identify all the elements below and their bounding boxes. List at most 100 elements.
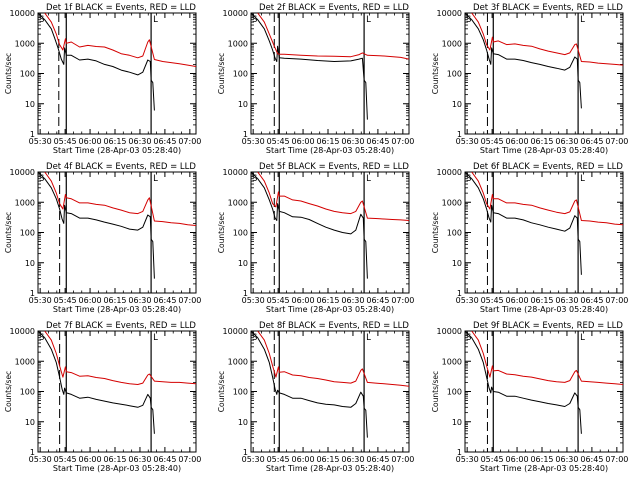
- y-tick-label: 10000: [437, 9, 462, 18]
- x-tick-label: 05:45: [481, 137, 504, 146]
- series-line-events: [251, 331, 368, 438]
- y-tick-label: 100: [233, 388, 248, 397]
- y-tick-label: 100: [447, 388, 462, 397]
- x-tick-label: 06:15: [530, 137, 553, 146]
- y-tick-label: 1000: [228, 357, 248, 366]
- x-tick-label: 06:45: [366, 296, 389, 305]
- corner-label-s: S: [466, 174, 471, 184]
- series-line-events: [38, 13, 155, 111]
- series-line-lld: [471, 13, 623, 66]
- x-tick-label: 06:15: [103, 137, 126, 146]
- y-tick-label: 10: [452, 418, 462, 427]
- series-group: [465, 172, 623, 275]
- x-axis-label: Start Time (28-Apr-03 05:28:40): [480, 305, 608, 314]
- y-tick-label: 10: [452, 259, 462, 268]
- chart-title: Det 8f BLACK = Events, RED = LLD: [259, 321, 409, 331]
- y-tick-label: 1: [30, 289, 35, 298]
- x-tick-label: 06:00: [79, 296, 102, 305]
- x-tick-label: 06:45: [153, 296, 176, 305]
- x-tick-label: 05:30: [242, 296, 265, 305]
- series-line-lld: [257, 172, 409, 221]
- y-tick-label: 1: [457, 289, 462, 298]
- x-tick-label: 06:45: [580, 137, 603, 146]
- chart-title: Det 5f BLACK = Events, RED = LLD: [259, 162, 409, 172]
- x-tick-label: 06:30: [128, 455, 151, 464]
- x-tick-label: 07:00: [605, 137, 628, 146]
- series-group: [38, 331, 196, 434]
- x-tick-label: 06:30: [341, 137, 364, 146]
- corner-label-s: S: [252, 15, 257, 25]
- y-tick-label: 1000: [15, 39, 35, 48]
- series-line-events: [38, 331, 155, 434]
- x-tick-label: 05:45: [481, 296, 504, 305]
- x-tick-label: 06:15: [316, 137, 339, 146]
- y-tick-label: 10000: [437, 327, 462, 336]
- y-axis-label: Counts/sec: [217, 212, 226, 253]
- series-group: [251, 172, 409, 279]
- x-tick-label: 05:30: [29, 455, 52, 464]
- y-tick-label: 100: [20, 229, 35, 238]
- y-tick-label: 100: [233, 229, 248, 238]
- series-line-events: [251, 13, 368, 120]
- x-tick-label: 06:00: [79, 455, 102, 464]
- y-tick-label: 10: [25, 418, 35, 427]
- series-line-lld: [471, 172, 623, 226]
- x-tick-label: 07:00: [391, 296, 414, 305]
- y-tick-label: 10: [238, 100, 248, 109]
- x-tick-label: 07:00: [391, 455, 414, 464]
- corner-label-l: L: [580, 174, 585, 184]
- y-axis-label: Counts/sec: [217, 53, 226, 94]
- corner-label-s: S: [252, 174, 257, 184]
- corner-label-l: L: [153, 333, 158, 343]
- x-tick-label: 06:45: [580, 455, 603, 464]
- x-tick-label: 07:00: [178, 296, 201, 305]
- y-axis-label: Counts/sec: [431, 53, 440, 94]
- y-tick-label: 1: [457, 448, 462, 457]
- panel-det-3: 1 10 100 1000 10000 05:30 05:45 06:00 06:15 06:30…: [431, 3, 628, 155]
- y-axis-label: Counts/sec: [431, 212, 440, 253]
- y-tick-label: 1: [243, 448, 248, 457]
- x-tick-label: 05:30: [456, 137, 479, 146]
- x-tick-label: 06:00: [292, 455, 315, 464]
- corner-label-l: L: [366, 15, 371, 25]
- x-tick-label: 06:15: [103, 455, 126, 464]
- chart-title: Det 6f BLACK = Events, RED = LLD: [473, 162, 623, 172]
- y-tick-label: 100: [447, 229, 462, 238]
- chart-title: Det 9f BLACK = Events, RED = LLD: [473, 321, 623, 331]
- x-tick-label: 05:45: [54, 296, 77, 305]
- y-tick-label: 1: [243, 130, 248, 139]
- x-axis-label: Start Time (28-Apr-03 05:28:40): [266, 464, 394, 473]
- corner-label-s: S: [39, 174, 44, 184]
- x-tick-label: 06:00: [506, 296, 529, 305]
- panel-det-8: 1 10 100 1000 10000 05:30 05:45 06:00 06:15 06:30…: [217, 321, 414, 473]
- x-tick-label: 06:00: [292, 137, 315, 146]
- plot-frame: [464, 12, 624, 135]
- y-tick-label: 100: [20, 388, 35, 397]
- panel-det-7: 1 10 100 1000 10000 05:30 05:45 06:00 06:15 06:30…: [4, 321, 201, 473]
- x-axis-label: Start Time (28-Apr-03 05:28:40): [266, 146, 394, 155]
- x-tick-label: 05:30: [456, 455, 479, 464]
- x-axis-label: Start Time (28-Apr-03 05:28:40): [480, 464, 608, 473]
- corner-label-l: L: [153, 15, 158, 25]
- y-tick-label: 1000: [442, 198, 462, 207]
- x-tick-label: 05:45: [267, 455, 290, 464]
- x-tick-label: 05:45: [54, 137, 77, 146]
- x-tick-label: 06:30: [555, 455, 578, 464]
- x-tick-label: 06:30: [128, 296, 151, 305]
- x-tick-label: 05:45: [481, 455, 504, 464]
- y-tick-label: 10000: [10, 327, 35, 336]
- y-tick-label: 10: [25, 100, 35, 109]
- x-tick-label: 07:00: [178, 455, 201, 464]
- x-axis-label: Start Time (28-Apr-03 05:28:40): [53, 305, 181, 314]
- x-tick-label: 06:00: [506, 137, 529, 146]
- series-group: [251, 331, 409, 438]
- x-tick-label: 05:45: [267, 137, 290, 146]
- x-tick-label: 06:15: [316, 455, 339, 464]
- x-tick-label: 06:15: [103, 296, 126, 305]
- x-tick-label: 06:15: [530, 455, 553, 464]
- corner-label-l: L: [580, 333, 585, 343]
- panel-det-6: 1 10 100 1000 10000 05:30 05:45 06:00 06:15 06:30…: [431, 162, 628, 314]
- x-tick-label: 06:45: [366, 455, 389, 464]
- corner-label-l: L: [366, 333, 371, 343]
- x-tick-label: 05:45: [54, 455, 77, 464]
